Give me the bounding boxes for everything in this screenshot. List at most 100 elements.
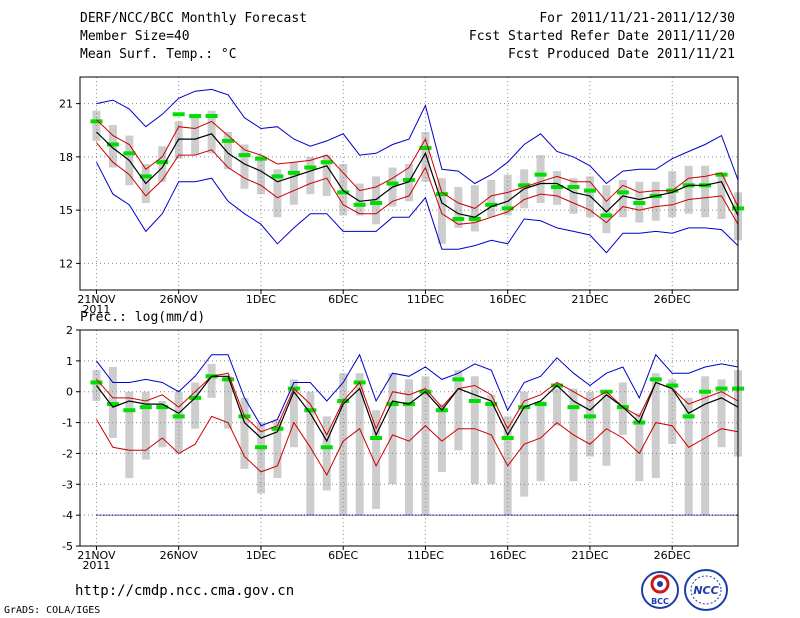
temp-spread-box (536, 155, 545, 204)
temp-spread-box (503, 174, 512, 216)
prec-upper-line (96, 372, 739, 437)
prec-spread-box (437, 404, 446, 472)
temp-median-mark (353, 202, 366, 207)
prec-spread-box (470, 376, 479, 485)
prec-spread-box (372, 410, 381, 509)
prec-spread-box (553, 388, 562, 426)
temp-median-mark (419, 146, 432, 150)
temp-upper-line (96, 119, 739, 209)
prec-median-mark (534, 402, 547, 407)
prec-spread-box (125, 391, 134, 479)
temp-x-tick-label: 6DEC (328, 293, 358, 306)
prec-median-mark (699, 389, 712, 394)
temp-median-mark (501, 206, 514, 211)
prec-median-mark (106, 402, 119, 407)
temp-spread-box (618, 179, 627, 218)
prec-median-mark (139, 405, 152, 410)
prec-spread-box (240, 397, 249, 469)
prec-median-mark (567, 405, 580, 410)
temp-spread-box (437, 178, 446, 244)
prec-median-mark (320, 445, 333, 450)
bcc-logo-text: BCC (651, 597, 669, 606)
footer-url[interactable]: http://cmdp.ncc.cma.gov.cn (75, 583, 295, 599)
prec-x-tick-label: 21DEC (571, 549, 608, 562)
temp-spread-box (273, 169, 282, 218)
temp-median-mark (600, 213, 613, 218)
prec-spread-box (635, 413, 644, 482)
prec-x-tick-label: 26DEC (654, 549, 691, 562)
temp-x-tick-label: 16DEC (489, 293, 526, 306)
temp-median-mark (485, 202, 498, 207)
prec-y-tick-label: 0 (66, 386, 73, 399)
temp-spread-box (454, 187, 463, 228)
prec-spread-box (701, 376, 710, 516)
prec-spread-box (207, 363, 216, 398)
prec-median-mark (501, 436, 514, 440)
prec-spread-box (717, 379, 726, 448)
temp-median-mark (304, 165, 317, 170)
prec-median-mark (468, 398, 481, 403)
prec-spread-box (536, 400, 545, 482)
temp-x-tick-label: 26NOV (160, 293, 199, 306)
temp-spread-box (701, 165, 710, 218)
temp-median-mark (403, 177, 415, 182)
temp-median-mark (287, 170, 300, 175)
prec-mean-line (96, 375, 739, 443)
temp-median-mark (222, 138, 235, 143)
prec-median-mark (452, 377, 465, 382)
temp-spread-box (602, 185, 611, 234)
prec-median-mark (271, 426, 284, 431)
prec-year-label: 2011 (82, 559, 110, 572)
prec-median-mark (682, 414, 695, 419)
prec-x-tick-label: 1DEC (246, 549, 276, 562)
temp-median-mark (386, 181, 399, 186)
temp-median-mark (156, 160, 169, 165)
temp-year-label: 2011 (82, 303, 110, 316)
prec-median-mark (156, 405, 169, 410)
temp-median-mark (616, 190, 629, 195)
temp-median-mark (106, 142, 119, 147)
prec-x-tick-label: 26NOV (160, 549, 199, 562)
prec-spread-box (191, 382, 200, 429)
temp-lower-line (96, 142, 739, 225)
temp-median-mark (468, 217, 481, 221)
chart-title: DERF/NCC/BCC Monthly Forecast (80, 11, 307, 26)
temp-min-line (96, 161, 739, 254)
temp-y-tick-label: 21 (59, 98, 73, 111)
temp-max-line (96, 88, 739, 185)
prec-spread-box (405, 379, 413, 516)
prec-max-line (96, 353, 739, 427)
temp-y-tick-label: 18 (59, 151, 73, 164)
temp-spread-box (668, 171, 677, 218)
temp-spread-box (256, 155, 265, 195)
temp-spread-box (372, 176, 381, 225)
temp-spread-box (684, 165, 693, 214)
temp-median-mark (370, 201, 383, 206)
prec-spread-box (388, 373, 397, 485)
prec-y-tick-label: -2 (62, 447, 73, 460)
prec-spread-box (487, 394, 496, 485)
temp-x-tick-label: 1DEC (246, 293, 276, 306)
prec-median-mark (485, 402, 498, 407)
temp-spread-box (569, 178, 578, 214)
temp-spread-box (224, 132, 233, 170)
prec-spread-box (322, 416, 331, 491)
temp-median-mark (633, 201, 646, 206)
temp-mean-line (96, 131, 739, 218)
temp-frame (79, 76, 739, 291)
temp-median-mark (435, 192, 448, 197)
temp-x-tick-label: 21DEC (571, 293, 608, 306)
prec-y-tick-label: -1 (62, 417, 73, 430)
forecast-period: For 2011/11/21-2011/12/30 (539, 11, 735, 26)
temp-median-mark (123, 151, 136, 156)
temp-panel-label: Mean Surf. Temp.: °C (80, 47, 237, 62)
temp-median-mark (271, 174, 284, 179)
prec-spread-box (668, 379, 677, 445)
prec-spread-box (273, 419, 282, 479)
prec-spread-box (289, 379, 298, 448)
prec-y-tick-label: 2 (66, 324, 73, 337)
prec-median-mark (222, 377, 235, 382)
temp-spread-box (306, 156, 315, 195)
prec-median-mark (172, 414, 185, 419)
prec-frame (79, 329, 739, 547)
